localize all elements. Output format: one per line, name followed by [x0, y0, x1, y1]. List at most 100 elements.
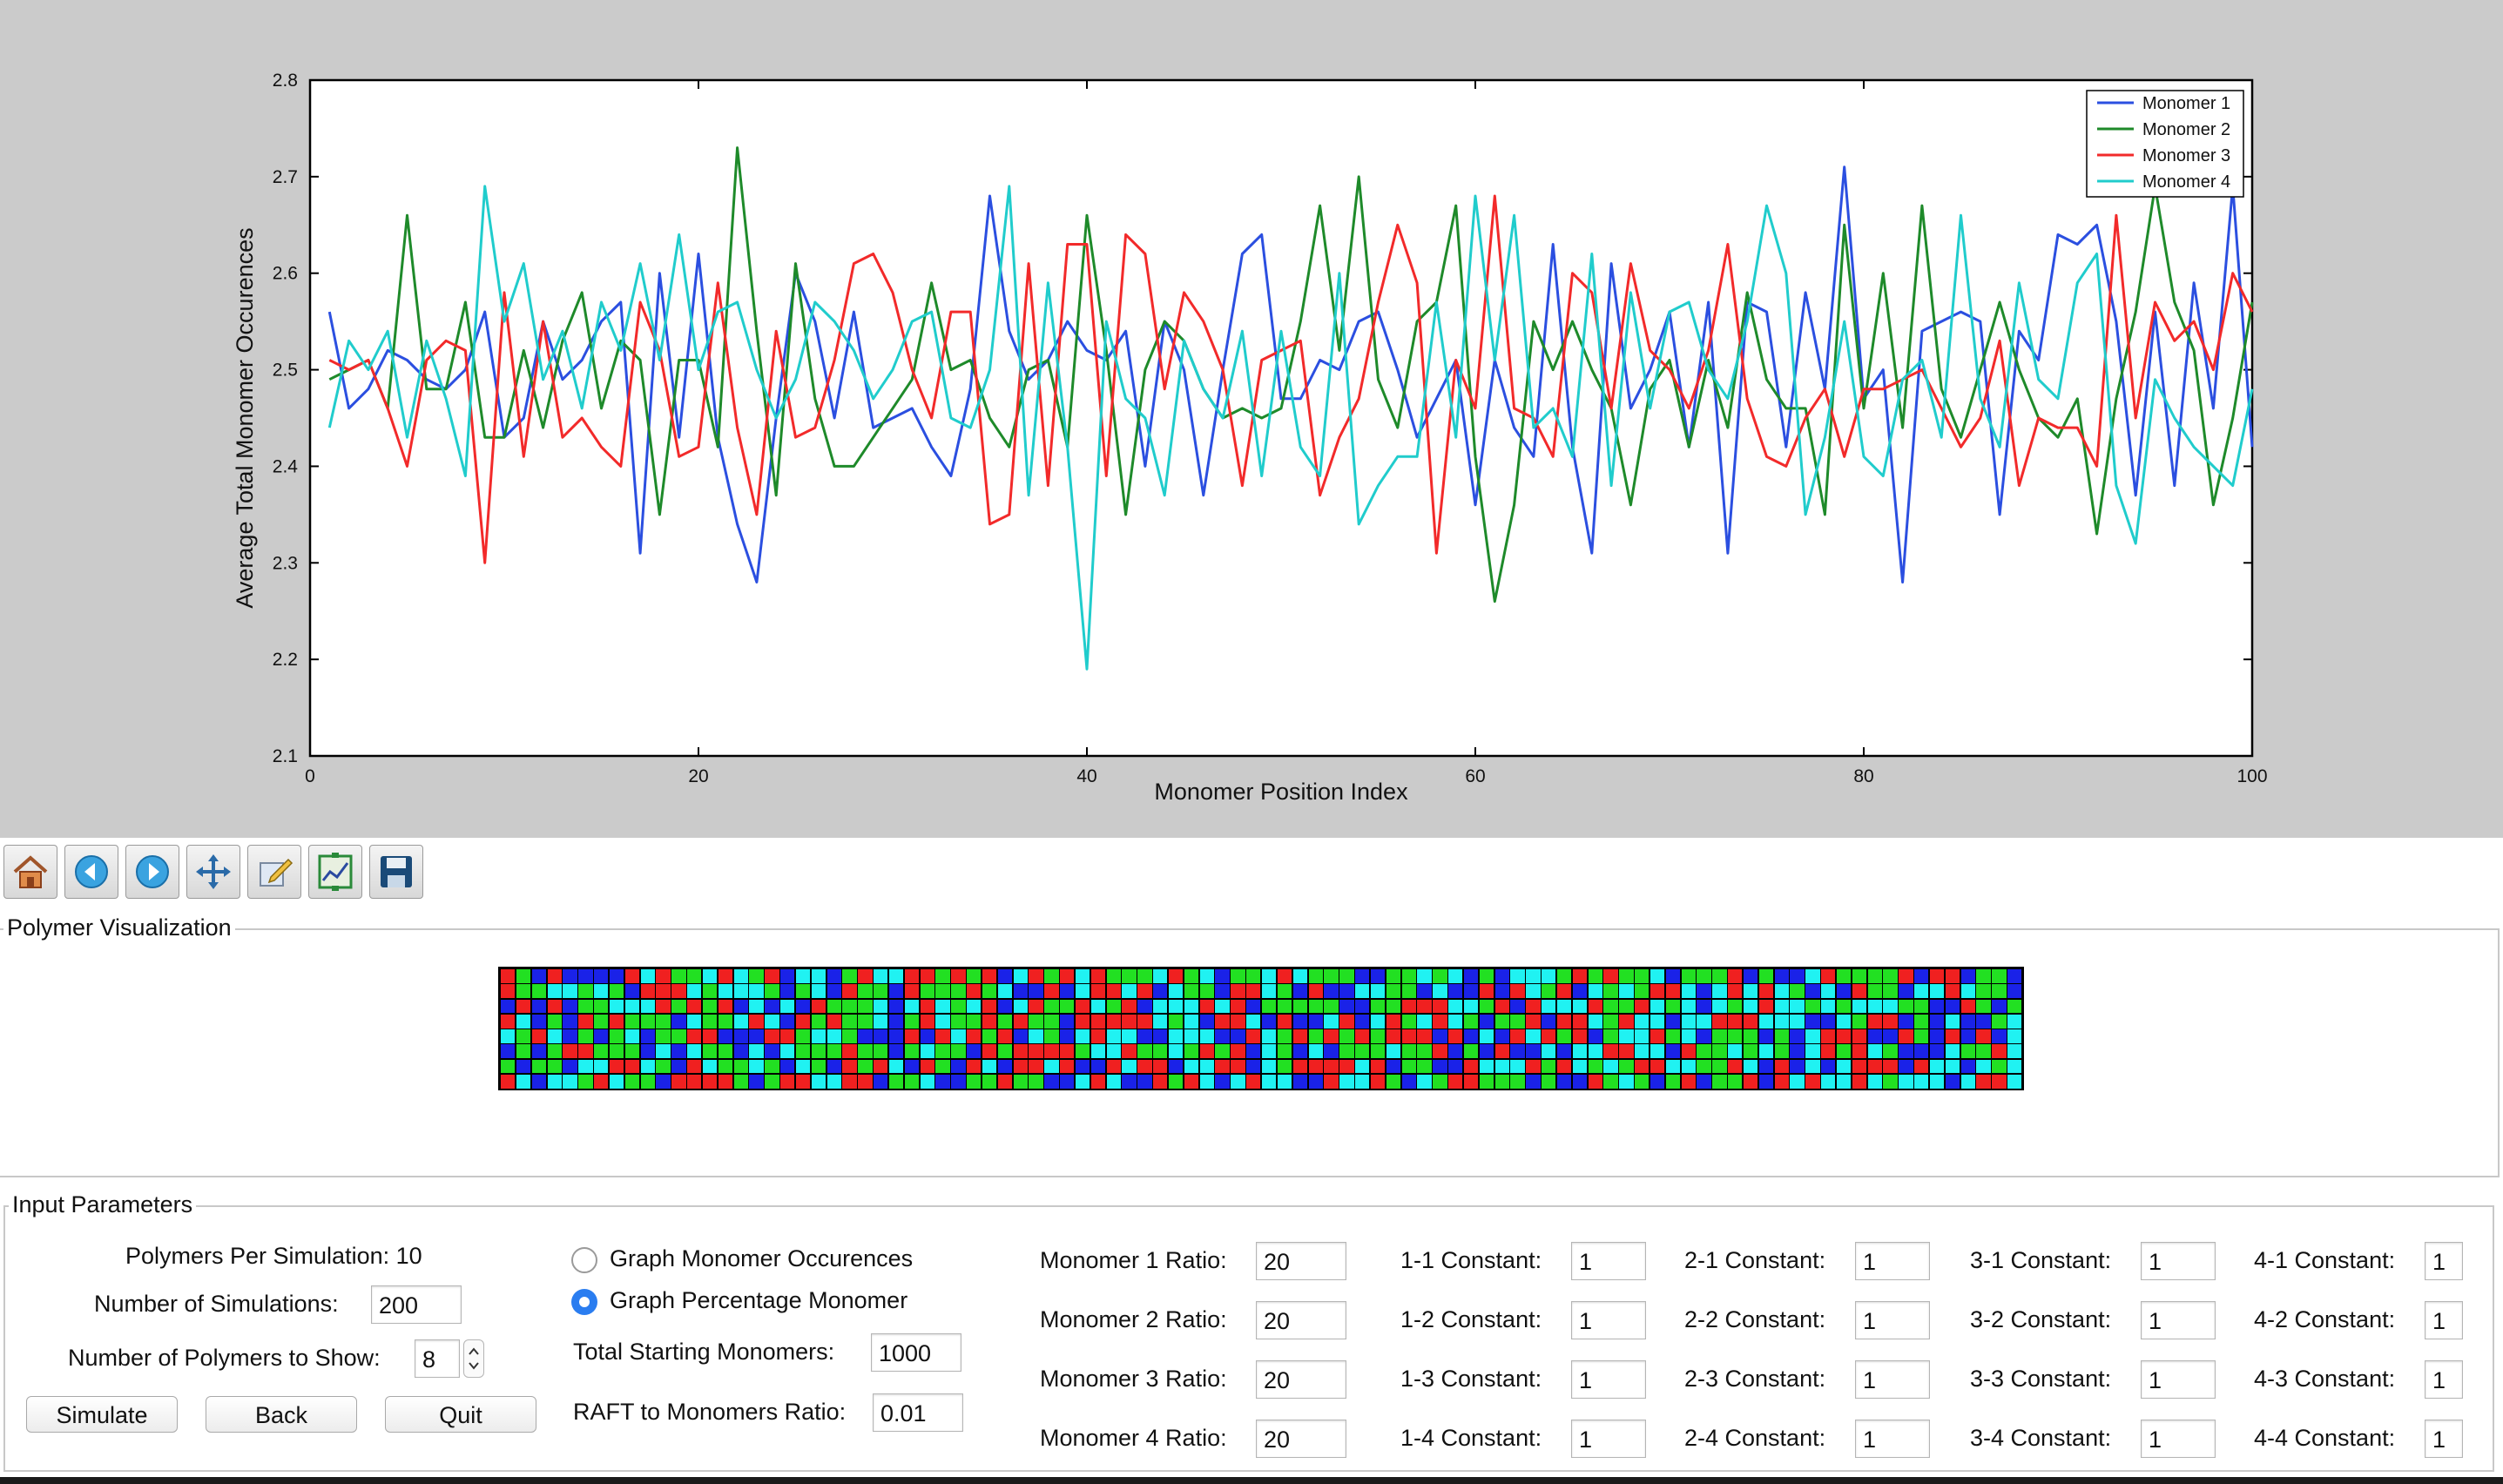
- polymer-cell: [1618, 1014, 1634, 1029]
- polymer-cell: [950, 1043, 966, 1059]
- constant-1-2-input[interactable]: 1: [1571, 1301, 1646, 1339]
- constant-3-1-input[interactable]: 1: [2141, 1242, 2216, 1280]
- polymer-cell: [1743, 968, 1758, 984]
- constant-2-4-input[interactable]: 1: [1855, 1420, 1930, 1458]
- polymer-cell: [1913, 1043, 1929, 1059]
- polymer-cell: [966, 968, 982, 984]
- polymer-cell: [1898, 1029, 1913, 1044]
- polymer-cell: [920, 999, 935, 1015]
- constant-4-3-input[interactable]: 1: [2425, 1360, 2463, 1399]
- polymer-cell: [1650, 1059, 1665, 1075]
- polymer-cell: [671, 968, 686, 984]
- constant-2-2-input[interactable]: 1: [1855, 1301, 1930, 1339]
- polymer-cell: [1618, 983, 1634, 999]
- raft-ratio-input[interactable]: 0.01: [873, 1393, 963, 1432]
- polymer-cell: [841, 1059, 857, 1075]
- forward-button[interactable]: [125, 845, 179, 899]
- constant-1-4-input[interactable]: 1: [1571, 1420, 1646, 1458]
- simulate-button[interactable]: Simulate: [26, 1396, 178, 1433]
- polymer-cell: [671, 983, 686, 999]
- constant-1-3-input[interactable]: 1: [1571, 1360, 1646, 1399]
- polymer-cell: [531, 968, 547, 984]
- polymer-cell: [920, 968, 935, 984]
- polymer-cell: [1106, 983, 1122, 999]
- forward-icon: [132, 851, 173, 893]
- constant-3-4-input[interactable]: 1: [2141, 1420, 2216, 1458]
- polymer-cell: [873, 968, 888, 984]
- constant-1-1-input[interactable]: 1: [1571, 1242, 1646, 1280]
- constant-3-3-input[interactable]: 1: [2141, 1360, 2216, 1399]
- polymer-cell: [1572, 1043, 1588, 1059]
- total-starting-monomers-input[interactable]: 1000: [871, 1333, 961, 1372]
- monomer-2-ratio-input[interactable]: 20: [1256, 1301, 1346, 1339]
- number-of-polymers-to-show-input[interactable]: 8: [415, 1339, 460, 1378]
- polymer-cell: [1339, 1059, 1354, 1075]
- configure-subplots-button[interactable]: [308, 845, 362, 899]
- polymer-cell: [1354, 1074, 1370, 1089]
- polymer-cell: [718, 983, 733, 999]
- polymer-cell: [1588, 1074, 1603, 1089]
- back-button[interactable]: [64, 845, 118, 899]
- polymer-cell: [1214, 1029, 1230, 1044]
- pan-button[interactable]: [186, 845, 240, 899]
- polymer-cell: [1059, 1043, 1075, 1059]
- polymer-cell: [1820, 983, 1836, 999]
- back-nav-button[interactable]: Back: [206, 1396, 357, 1433]
- polymer-cell: [1292, 1074, 1308, 1089]
- polymer-cell: [500, 1029, 516, 1044]
- polymer-cell: [811, 1014, 826, 1029]
- polymer-cell: [1370, 983, 1386, 999]
- constant-4-1-input[interactable]: 1: [2425, 1242, 2463, 1280]
- polymer-cell: [1214, 1014, 1230, 1029]
- polymer-cell: [1245, 1029, 1261, 1044]
- polymer-cell: [1386, 968, 1401, 984]
- polymer-cell: [1323, 983, 1339, 999]
- polymer-cell: [764, 1074, 779, 1089]
- polymer-cell: [1121, 1043, 1137, 1059]
- constant-4-4-input[interactable]: 1: [2425, 1420, 2463, 1458]
- edit-axis-button[interactable]: [247, 845, 301, 899]
- polymer-cell: [841, 1014, 857, 1029]
- polymer-cell: [1572, 1074, 1588, 1089]
- polymer-cell: [562, 999, 577, 1015]
- polymer-cell: [1354, 1029, 1370, 1044]
- polymer-cell: [966, 1014, 982, 1029]
- polymer-cell: [1416, 1074, 1432, 1089]
- polymer-cell: [2007, 1029, 2022, 1044]
- monomer-3-ratio-input[interactable]: 20: [1256, 1360, 1346, 1399]
- polymer-cell: [1898, 1014, 1913, 1029]
- polymer-cell: [1618, 1059, 1634, 1075]
- polymer-cell: [1991, 1029, 2007, 1044]
- home-button[interactable]: [3, 845, 57, 899]
- polymer-cell: [1509, 1029, 1525, 1044]
- constant-3-2-input[interactable]: 1: [2141, 1301, 2216, 1339]
- constant-2-3-input[interactable]: 1: [1855, 1360, 1930, 1399]
- graph-occurences-radio[interactable]: [571, 1247, 597, 1273]
- polymer-cell: [1618, 1074, 1634, 1089]
- polymer-cell: [873, 983, 888, 999]
- polymer-cell: [1525, 1029, 1541, 1044]
- monomer-1-ratio-input[interactable]: 20: [1256, 1242, 1346, 1280]
- polymer-cell: [1277, 983, 1292, 999]
- quit-button[interactable]: Quit: [385, 1396, 536, 1433]
- polymer-cell: [1432, 1029, 1447, 1044]
- polymer-cell: [1758, 1043, 1774, 1059]
- polymer-cell: [1090, 1014, 1106, 1029]
- polymer-cell: [811, 1059, 826, 1075]
- save-button[interactable]: [369, 845, 423, 899]
- polymers-spinner[interactable]: [463, 1339, 484, 1378]
- polymer-cell: [1370, 1029, 1386, 1044]
- polymer-cell: [1137, 968, 1152, 984]
- polymer-cell: [1339, 1014, 1354, 1029]
- monomer-4-ratio-input[interactable]: 20: [1256, 1420, 1346, 1458]
- constant-2-1-input[interactable]: 1: [1855, 1242, 1930, 1280]
- polymer-cell: [1292, 1014, 1308, 1029]
- polymer-cell: [1882, 983, 1898, 999]
- polymer-cell: [1556, 1014, 1572, 1029]
- plot-toolbar: [0, 840, 2503, 902]
- graph-percentage-radio[interactable]: [571, 1289, 597, 1315]
- polymer-cell: [1634, 999, 1650, 1015]
- constant-4-2-input[interactable]: 1: [2425, 1301, 2463, 1339]
- number-of-simulations-input[interactable]: 200: [371, 1285, 462, 1324]
- polymer-cell: [1836, 968, 1852, 984]
